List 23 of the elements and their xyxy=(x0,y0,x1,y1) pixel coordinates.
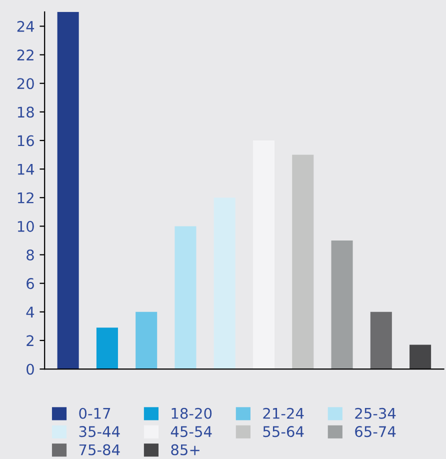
y-tick-label: 24 xyxy=(17,20,34,32)
y-tick-label: 2 xyxy=(26,335,34,346)
legend-label: 85+ xyxy=(171,444,200,456)
legend-label: 45-54 xyxy=(170,426,212,438)
y-tick-label: 14 xyxy=(18,164,34,175)
legend-label: 35-44 xyxy=(79,426,120,438)
legend-label: 18-20 xyxy=(172,408,212,419)
legend-label: 55-64 xyxy=(263,426,304,438)
legend-label: 75-84 xyxy=(79,444,120,456)
legend-label: 25-34 xyxy=(355,408,396,419)
y-tick-label: 20 xyxy=(17,78,34,90)
y-tick-label: 8 xyxy=(26,249,34,261)
y-tick-label: 6 xyxy=(26,278,34,290)
y-tick-label: 12 xyxy=(18,192,34,204)
y-tick-label: 0 xyxy=(26,364,34,375)
y-tick-label: 22 xyxy=(17,50,34,60)
y-tick-label: 16 xyxy=(18,135,34,146)
y-tick-label: 10 xyxy=(18,220,34,232)
legend-label: 0-17 xyxy=(79,408,110,419)
y-tick-label: 18 xyxy=(18,106,34,118)
legend-label: 21-24 xyxy=(263,408,304,419)
y-tick-label: 4 xyxy=(26,306,34,318)
legend-label: 65-74 xyxy=(355,426,396,438)
